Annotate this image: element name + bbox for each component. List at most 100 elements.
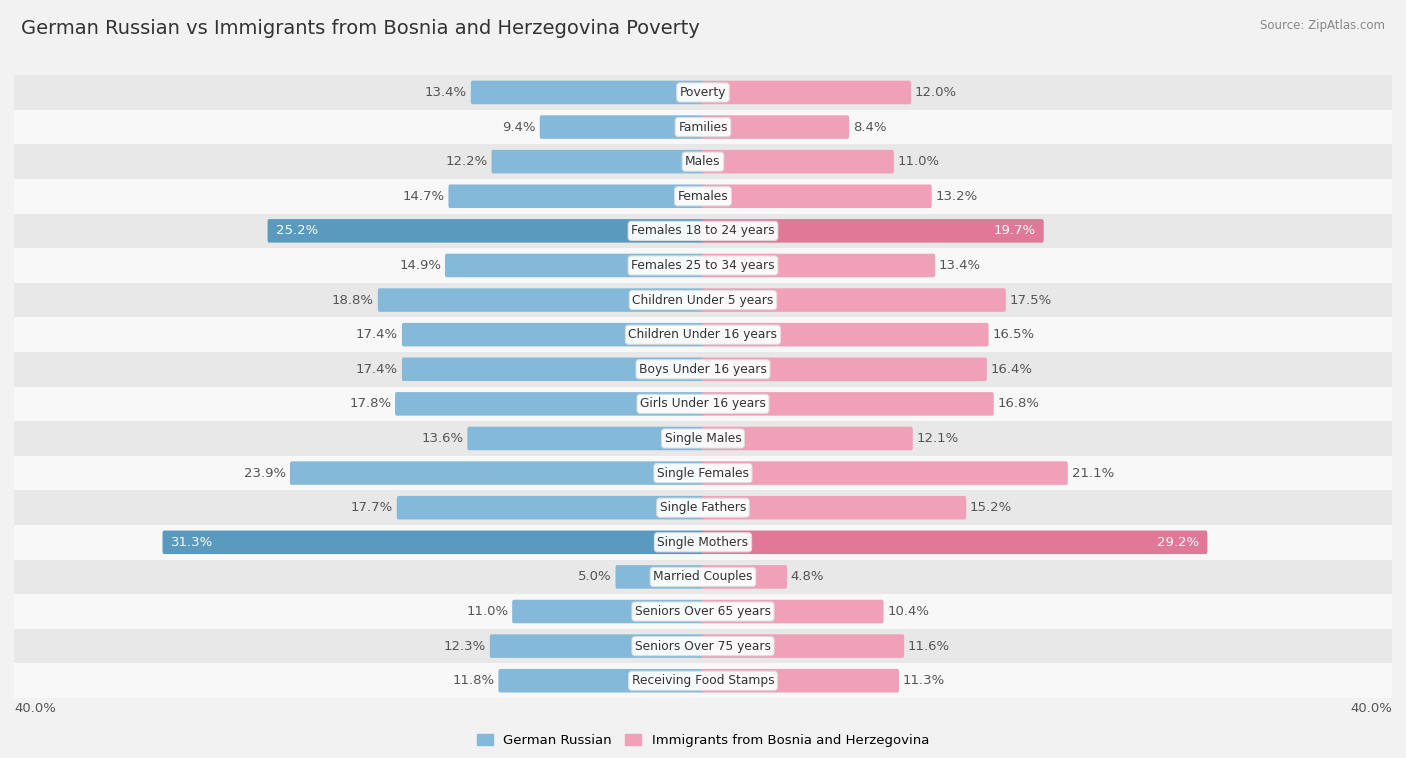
FancyBboxPatch shape (378, 288, 704, 312)
FancyBboxPatch shape (492, 150, 704, 174)
Text: 11.0%: 11.0% (467, 605, 509, 618)
Text: 5.0%: 5.0% (578, 571, 612, 584)
FancyBboxPatch shape (702, 254, 935, 277)
FancyBboxPatch shape (14, 248, 1392, 283)
Text: Boys Under 16 years: Boys Under 16 years (640, 363, 766, 376)
Text: 10.4%: 10.4% (887, 605, 929, 618)
FancyBboxPatch shape (14, 456, 1392, 490)
Text: 13.2%: 13.2% (935, 190, 977, 202)
Legend: German Russian, Immigrants from Bosnia and Herzegovina: German Russian, Immigrants from Bosnia a… (472, 729, 934, 753)
FancyBboxPatch shape (14, 629, 1392, 663)
Text: 13.6%: 13.6% (422, 432, 464, 445)
Text: 13.4%: 13.4% (425, 86, 467, 99)
Text: Females 25 to 34 years: Females 25 to 34 years (631, 259, 775, 272)
FancyBboxPatch shape (702, 80, 911, 104)
Text: 18.8%: 18.8% (332, 293, 374, 306)
Text: 8.4%: 8.4% (853, 121, 886, 133)
FancyBboxPatch shape (14, 559, 1392, 594)
FancyBboxPatch shape (14, 352, 1392, 387)
Text: 14.7%: 14.7% (402, 190, 444, 202)
FancyBboxPatch shape (14, 214, 1392, 248)
FancyBboxPatch shape (14, 663, 1392, 698)
FancyBboxPatch shape (449, 184, 704, 208)
Text: Females: Females (678, 190, 728, 202)
Text: 17.4%: 17.4% (356, 363, 398, 376)
FancyBboxPatch shape (702, 184, 932, 208)
Text: 13.4%: 13.4% (939, 259, 981, 272)
FancyBboxPatch shape (402, 323, 704, 346)
FancyBboxPatch shape (14, 421, 1392, 456)
Text: 40.0%: 40.0% (14, 702, 56, 715)
FancyBboxPatch shape (467, 427, 704, 450)
Text: Seniors Over 75 years: Seniors Over 75 years (636, 640, 770, 653)
Text: 12.2%: 12.2% (446, 155, 488, 168)
Text: 17.5%: 17.5% (1010, 293, 1052, 306)
Text: Source: ZipAtlas.com: Source: ZipAtlas.com (1260, 19, 1385, 32)
Text: Single Males: Single Males (665, 432, 741, 445)
Text: Families: Families (678, 121, 728, 133)
Text: 29.2%: 29.2% (1157, 536, 1199, 549)
Text: Seniors Over 65 years: Seniors Over 65 years (636, 605, 770, 618)
Text: 11.3%: 11.3% (903, 674, 945, 688)
FancyBboxPatch shape (702, 565, 787, 589)
Text: 15.2%: 15.2% (970, 501, 1012, 514)
Text: 31.3%: 31.3% (170, 536, 214, 549)
FancyBboxPatch shape (702, 219, 1043, 243)
FancyBboxPatch shape (702, 288, 1005, 312)
Text: 11.0%: 11.0% (897, 155, 939, 168)
Text: 19.7%: 19.7% (993, 224, 1035, 237)
Text: 21.1%: 21.1% (1071, 467, 1114, 480)
Text: 14.9%: 14.9% (399, 259, 441, 272)
FancyBboxPatch shape (14, 179, 1392, 214)
FancyBboxPatch shape (395, 392, 704, 415)
Text: Females 18 to 24 years: Females 18 to 24 years (631, 224, 775, 237)
Text: 11.8%: 11.8% (453, 674, 495, 688)
Text: Single Mothers: Single Mothers (658, 536, 748, 549)
Text: Married Couples: Married Couples (654, 571, 752, 584)
FancyBboxPatch shape (498, 669, 704, 693)
Text: Single Fathers: Single Fathers (659, 501, 747, 514)
Text: Single Females: Single Females (657, 467, 749, 480)
Text: 16.4%: 16.4% (991, 363, 1032, 376)
Text: Children Under 16 years: Children Under 16 years (628, 328, 778, 341)
FancyBboxPatch shape (702, 150, 894, 174)
Text: 12.0%: 12.0% (915, 86, 957, 99)
Text: 17.8%: 17.8% (349, 397, 391, 410)
FancyBboxPatch shape (267, 219, 704, 243)
Text: 17.7%: 17.7% (350, 501, 392, 514)
Text: 12.3%: 12.3% (444, 640, 486, 653)
FancyBboxPatch shape (14, 318, 1392, 352)
FancyBboxPatch shape (14, 490, 1392, 525)
Text: 16.5%: 16.5% (993, 328, 1035, 341)
FancyBboxPatch shape (14, 75, 1392, 110)
FancyBboxPatch shape (702, 634, 904, 658)
FancyBboxPatch shape (512, 600, 704, 623)
FancyBboxPatch shape (14, 525, 1392, 559)
FancyBboxPatch shape (702, 427, 912, 450)
Text: German Russian vs Immigrants from Bosnia and Herzegovina Poverty: German Russian vs Immigrants from Bosnia… (21, 19, 700, 38)
FancyBboxPatch shape (616, 565, 704, 589)
FancyBboxPatch shape (14, 144, 1392, 179)
FancyBboxPatch shape (396, 496, 704, 519)
FancyBboxPatch shape (702, 392, 994, 415)
Text: Males: Males (685, 155, 721, 168)
Text: 12.1%: 12.1% (917, 432, 959, 445)
FancyBboxPatch shape (163, 531, 704, 554)
FancyBboxPatch shape (290, 462, 704, 485)
FancyBboxPatch shape (540, 115, 704, 139)
Text: 40.0%: 40.0% (1350, 702, 1392, 715)
Text: 4.8%: 4.8% (790, 571, 824, 584)
Text: Children Under 5 years: Children Under 5 years (633, 293, 773, 306)
Text: 25.2%: 25.2% (276, 224, 318, 237)
Text: Receiving Food Stamps: Receiving Food Stamps (631, 674, 775, 688)
Text: 23.9%: 23.9% (245, 467, 287, 480)
FancyBboxPatch shape (489, 634, 704, 658)
Text: Girls Under 16 years: Girls Under 16 years (640, 397, 766, 410)
FancyBboxPatch shape (702, 531, 1208, 554)
Text: 16.8%: 16.8% (997, 397, 1039, 410)
FancyBboxPatch shape (702, 600, 883, 623)
FancyBboxPatch shape (702, 323, 988, 346)
FancyBboxPatch shape (702, 115, 849, 139)
Text: 17.4%: 17.4% (356, 328, 398, 341)
FancyBboxPatch shape (702, 496, 966, 519)
